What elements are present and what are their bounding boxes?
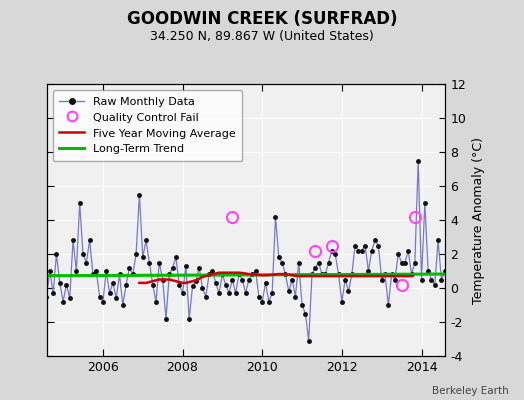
Y-axis label: Temperature Anomaly (°C): Temperature Anomaly (°C) (472, 136, 485, 304)
Legend: Raw Monthly Data, Quality Control Fail, Five Year Moving Average, Long-Term Tren: Raw Monthly Data, Quality Control Fail, … (53, 90, 242, 161)
Text: GOODWIN CREEK (SURFRAD): GOODWIN CREEK (SURFRAD) (127, 10, 397, 28)
Text: Berkeley Earth: Berkeley Earth (432, 386, 508, 396)
Text: 34.250 N, 89.867 W (United States): 34.250 N, 89.867 W (United States) (150, 30, 374, 43)
